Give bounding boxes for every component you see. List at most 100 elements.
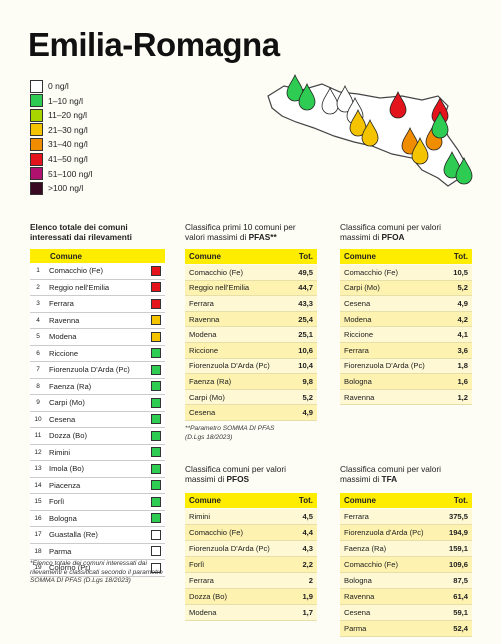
legend-item: >100 ng/l	[30, 181, 83, 195]
table-row: Cesena 4,9	[340, 296, 472, 312]
row-value: 4,9	[457, 298, 468, 308]
row-name: Comacchio (Fe)	[344, 560, 399, 569]
heading-bold: TFA	[381, 474, 398, 484]
row-value: 2	[308, 576, 313, 585]
row-name: Comacchio (Fe)	[189, 267, 244, 277]
row-name: Colorno (Pr)	[49, 563, 91, 573]
table-row: Comacchio (Fe) 4,4	[185, 525, 317, 541]
table-row: Comacchio (Fe) 109,6	[340, 557, 472, 573]
legend-label: 51–100 ng/l	[48, 168, 93, 179]
row-name: Ravenna	[189, 314, 220, 324]
table-row: Bologna 1,6	[340, 374, 472, 390]
legend-swatch	[30, 167, 43, 181]
table-row: Fiorenzuola D'Arda (Pc) 1,8	[340, 358, 472, 375]
table-row: Reggio nell'Emilia 44,7	[185, 280, 317, 297]
row-swatch	[151, 298, 161, 309]
row-number: 16	[34, 514, 42, 522]
row-value: 1,6	[457, 376, 468, 386]
legend-swatch	[30, 123, 43, 137]
row-number: 17	[34, 531, 42, 539]
table-row: Carpi (Mo) 5,2	[340, 280, 472, 297]
table-row: Bologna 87,5	[340, 573, 472, 589]
table-row: 15 Forlì	[30, 494, 165, 511]
legend-item: 11–20 ng/l	[30, 108, 87, 122]
table-row: Comacchio (Fe) 10,5	[340, 265, 472, 281]
row-swatch	[151, 397, 161, 408]
legend-label: 11–20 ng/l	[48, 110, 88, 121]
table-row: 1 Comacchio (Fe)	[30, 263, 165, 280]
table-header: Comune Tot.	[340, 493, 472, 508]
row-swatch	[151, 331, 161, 342]
table-row: Ravenna 1,2	[340, 389, 472, 406]
row-value: 10,5	[453, 267, 468, 277]
row-value: 59,1	[453, 608, 468, 617]
row-number: 10	[34, 415, 42, 423]
heading-text: Classifica primi 10 comuni per valori ma…	[185, 222, 296, 242]
row-swatch	[151, 513, 161, 524]
row-number: 1	[36, 267, 40, 275]
column-label: Tot.	[453, 252, 468, 261]
row-swatch	[151, 496, 161, 507]
row-number: 13	[34, 465, 42, 473]
row-name: Modena	[189, 608, 217, 617]
title: Emilia-Romagna	[28, 26, 280, 63]
row-number: 5	[36, 333, 40, 341]
row-name: Carpi (Mo)	[189, 392, 225, 402]
table-header: Comune Tot.	[185, 249, 317, 264]
table-row: Modena 25,1	[185, 327, 317, 343]
table-row: 13 Imola (Bo)	[30, 461, 165, 478]
table-row: 11 Dozza (Bo)	[30, 428, 165, 445]
legend-item: 31–40 ng/l	[30, 137, 88, 151]
legend-label: 21–30 ng/l	[48, 124, 88, 135]
table-row: Dozza (Bo) 1,9	[185, 589, 317, 605]
table-row: Comacchio (Fe) 49,5	[185, 265, 317, 281]
row-number: 14	[34, 481, 42, 489]
table-row: 19 Colorno (Pr)	[30, 560, 165, 577]
column-label: Tot.	[453, 496, 468, 505]
table-row: Cesena 4,9	[185, 405, 317, 421]
legend-label: 0 ng/l	[48, 81, 69, 91]
row-name: Rimini	[49, 447, 71, 457]
row-value: 4,9	[302, 408, 313, 418]
row-name: Bologna	[344, 576, 372, 585]
row-name: Forlì	[49, 497, 65, 507]
row-name: Cesena	[49, 414, 76, 424]
row-value: 61,4	[453, 592, 468, 601]
row-name: Reggio nell'Emilia	[189, 283, 250, 293]
row-name: Riccione	[344, 330, 374, 340]
table-row: Fiorenzuola D'Arda (Pc) 10,4	[185, 358, 317, 375]
row-name: Cesena	[344, 298, 371, 308]
row-value: 52,4	[453, 624, 468, 633]
table-row: 12 Rimini	[30, 444, 165, 461]
row-swatch	[151, 348, 161, 359]
table-row: Cesena 59,1	[340, 605, 472, 621]
row-name: Imola (Bo)	[49, 464, 85, 474]
column-label: Comune	[189, 252, 221, 261]
table-row: Modena 4,2	[340, 311, 472, 328]
table-row: 18 Parma	[30, 543, 165, 560]
row-value: 3,6	[457, 345, 468, 355]
row-name: Cesena	[189, 408, 216, 418]
heading-bold: PFAS**	[248, 232, 277, 242]
legend-item: 51–100 ng/l	[30, 167, 92, 181]
table-heading: Classifica comuni per valori massimi di …	[340, 222, 472, 242]
row-swatch	[151, 430, 161, 441]
row-name: Ferrara	[189, 298, 214, 308]
row-name: Dozza (Bo)	[49, 431, 87, 441]
row-number: 6	[36, 349, 40, 357]
legend-swatch	[30, 152, 43, 166]
row-name: Ferrara	[344, 512, 369, 521]
row-value: 159,1	[448, 544, 468, 553]
row-name: Ferrara	[189, 576, 214, 585]
row-value: 9,8	[302, 376, 313, 386]
row-number: 8	[36, 382, 40, 390]
table-row: Ravenna 61,4	[340, 589, 472, 605]
table-row: 8 Faenza (Ra)	[30, 378, 165, 395]
table-row: 14 Piacenza	[30, 477, 165, 494]
row-name: Faenza (Ra)	[189, 376, 232, 386]
row-name: Bologna	[344, 376, 372, 386]
table-row: Forlì 2,2	[185, 557, 317, 573]
row-value: 194,9	[448, 528, 468, 537]
row-name: Ravenna	[344, 592, 375, 601]
